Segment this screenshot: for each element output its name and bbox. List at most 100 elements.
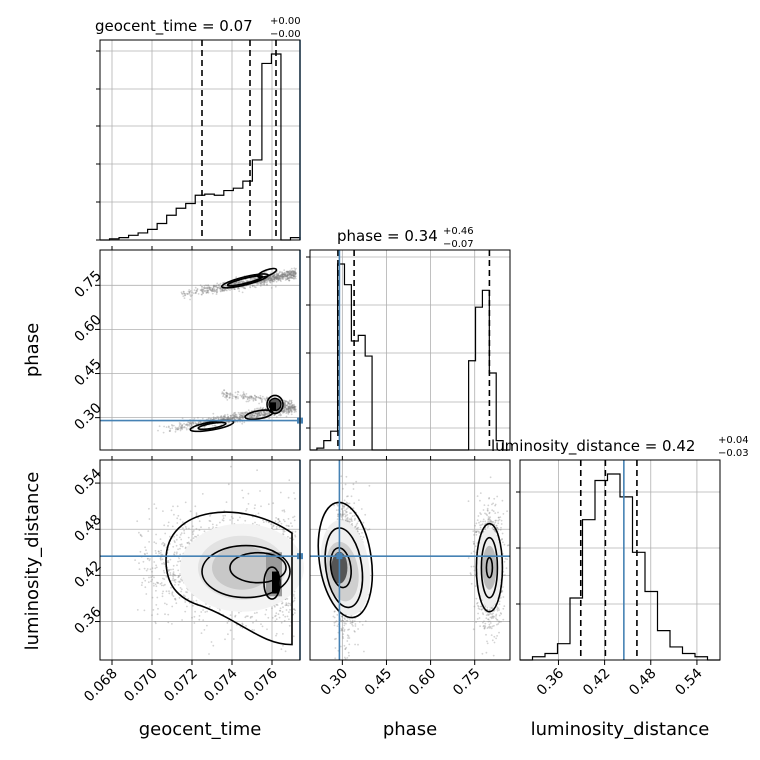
sample-point [267, 277, 270, 280]
sample-point [276, 276, 279, 279]
sample-point [350, 517, 353, 520]
sample-point [292, 635, 295, 638]
sample-point [256, 611, 258, 614]
sample-point [293, 270, 296, 273]
sample-point [251, 284, 254, 287]
sample-point [164, 532, 167, 535]
sample-point [197, 416, 199, 419]
sample-point [291, 272, 294, 275]
sample-point [286, 275, 288, 277]
sample-point [275, 272, 278, 275]
sample-point [221, 288, 224, 291]
sample-point [209, 288, 212, 290]
sample-point [262, 414, 264, 416]
sample-point [269, 281, 272, 284]
sample-point [155, 533, 158, 536]
sample-point [285, 270, 288, 273]
sample-point [347, 651, 350, 654]
sample-point [268, 276, 271, 279]
sample-point [235, 276, 238, 279]
sample-point [191, 616, 193, 619]
sample-point [155, 566, 158, 569]
sample-point [254, 286, 257, 289]
sample-point [361, 624, 364, 626]
sample-point [153, 584, 155, 587]
sample-point [208, 606, 211, 608]
sample-point [161, 592, 164, 595]
sample-point [285, 273, 288, 276]
sample-point [271, 279, 274, 281]
sample-point [189, 510, 192, 513]
sample-point [348, 654, 350, 657]
sample-point [276, 274, 279, 277]
sample-point [293, 612, 296, 614]
sample-point [169, 558, 172, 561]
sample-point [287, 413, 290, 415]
sample-point [289, 277, 291, 279]
sample-point [227, 415, 230, 418]
sample-point [269, 279, 272, 282]
sample-point [268, 275, 271, 278]
sample-point [292, 270, 294, 273]
sample-point [271, 277, 273, 280]
sample-point [174, 598, 177, 601]
sample-point [212, 286, 215, 289]
sample-point [291, 271, 294, 274]
sample-point [268, 280, 271, 283]
sample-point [170, 568, 172, 571]
sample-point [175, 427, 178, 430]
sample-point [177, 580, 180, 583]
sample-point [284, 272, 287, 275]
sample-point [180, 590, 183, 593]
sample-point [285, 278, 288, 281]
sample-point [203, 289, 206, 292]
sample-point [273, 276, 275, 279]
sample-point [207, 289, 210, 292]
sample-point [269, 279, 272, 282]
sample-point [240, 279, 243, 282]
sample-point [181, 417, 184, 420]
sample-point [172, 424, 175, 427]
sample-point [146, 557, 149, 560]
sample-point [293, 597, 296, 600]
sample-point [206, 610, 209, 613]
sample-point [189, 421, 191, 424]
sample-point [273, 278, 275, 281]
sample-point [290, 274, 293, 277]
sample-point [294, 271, 297, 273]
sample-point [288, 270, 290, 273]
sample-point [219, 609, 221, 611]
sample-point [235, 397, 237, 400]
sample-point [264, 279, 267, 282]
sample-point [235, 281, 238, 284]
sample-point [267, 277, 270, 279]
sample-point [255, 396, 257, 398]
sample-point [346, 518, 349, 520]
sample-point [346, 519, 349, 522]
sample-point [188, 289, 191, 291]
sample-point [290, 411, 293, 413]
sample-point [234, 283, 236, 285]
sample-point [225, 397, 228, 399]
sample-point [280, 648, 283, 651]
sample-point [251, 397, 253, 400]
sample-point [270, 278, 272, 280]
sample-point [169, 573, 172, 576]
sample-point [285, 275, 288, 278]
sample-point [201, 290, 204, 293]
sample-point [251, 414, 253, 416]
sample-point [200, 288, 203, 291]
sample-point [272, 280, 274, 282]
sample-point [171, 591, 174, 593]
sample-point [355, 524, 358, 526]
sample-point [353, 620, 356, 623]
sample-point [277, 278, 280, 281]
sample-point [278, 276, 280, 278]
sample-point [175, 552, 178, 555]
sample-point [259, 285, 262, 287]
sample-point [275, 275, 277, 278]
sample-point [283, 273, 286, 276]
sample-point [282, 275, 284, 278]
sample-point [292, 274, 295, 277]
sample-point [289, 276, 291, 278]
